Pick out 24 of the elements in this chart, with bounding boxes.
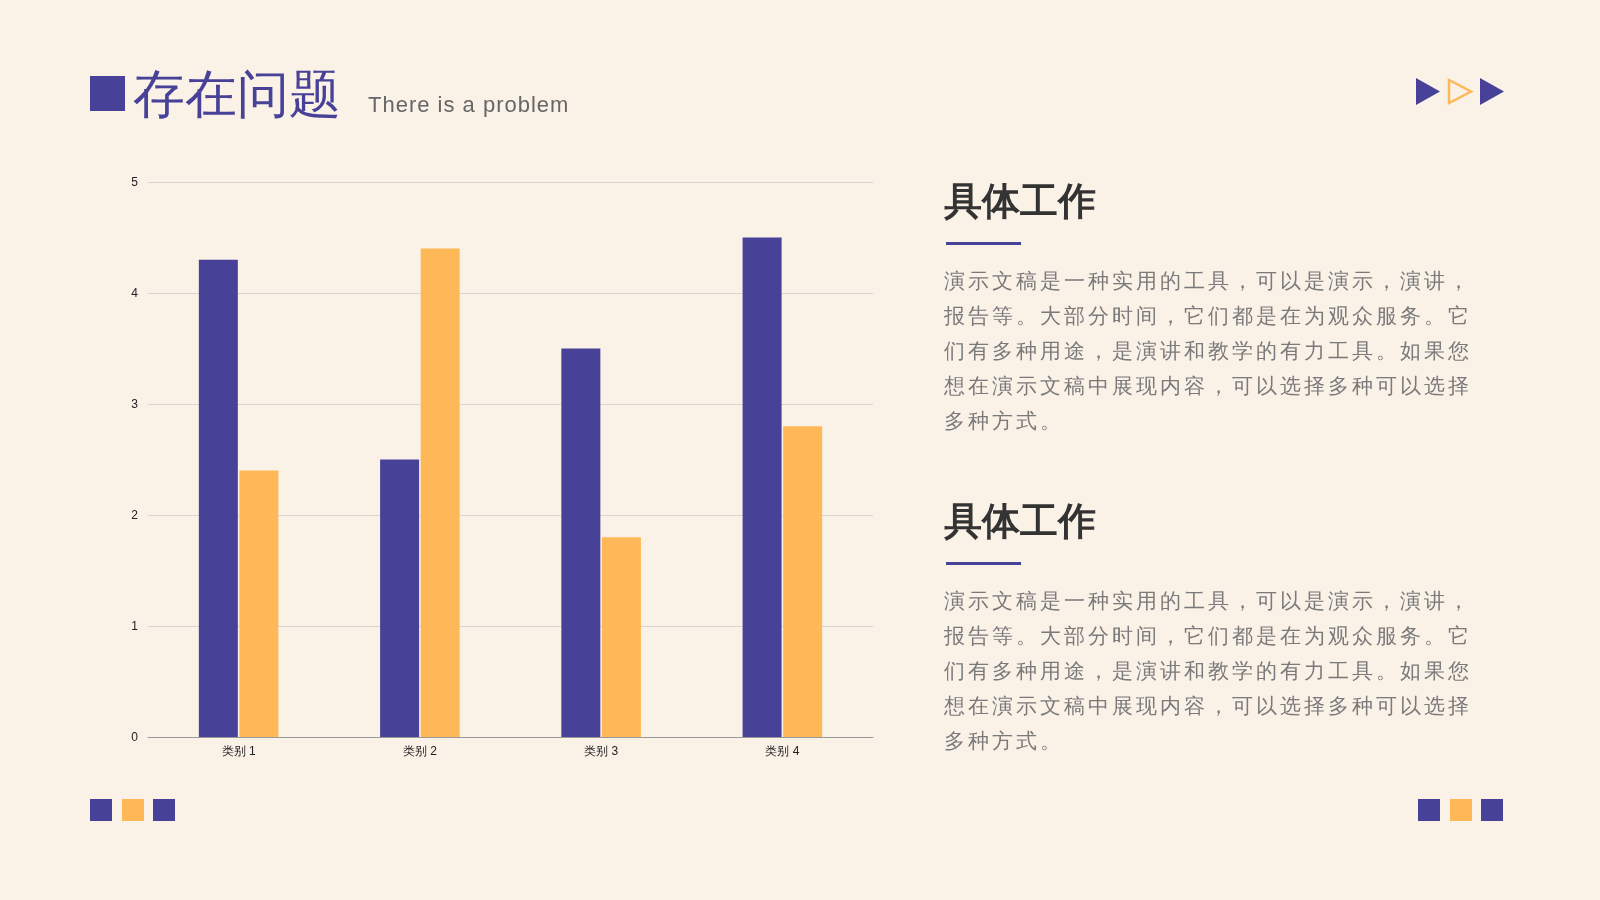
bar <box>380 459 420 737</box>
bar <box>783 426 823 737</box>
chart-subtitle: There is a problem <box>368 92 570 118</box>
bar <box>561 348 601 737</box>
chart-title: 存在问题 <box>133 63 341 126</box>
bar <box>239 470 279 737</box>
text: 演示文稿是一种实用的工具，可以是演示，演讲，报告等。大部分时间，它们都是在为观众服务。它们有多种用途，是演讲和教学的有力工具。如果您想在演示文稿中展现内容，可以选择多种可以选择多种方式。 <box>944 588 1473 755</box>
y-tick-label: 4 <box>131 286 139 300</box>
x-tick-label: 类别 4 <box>765 744 800 758</box>
bar <box>420 248 460 737</box>
y-tick-label: 3 <box>131 397 139 411</box>
y-tick-label: 1 <box>131 619 139 633</box>
x-tick-label: 类别 3 <box>584 744 619 758</box>
x-tick-label: 类别 2 <box>402 744 438 758</box>
text: 具体工作 <box>944 498 1096 544</box>
y-tick-label: 2 <box>131 508 139 522</box>
y-tick-label: 5 <box>131 175 139 189</box>
bar <box>742 237 782 737</box>
bar <box>601 537 641 737</box>
text: 具体工作 <box>944 178 1096 224</box>
y-tick-label: 0 <box>131 730 139 744</box>
text: 演示文稿是一种实用的工具，可以是演示，演讲，报告等。大部分时间，它们都是在为观众服务。它们有多种用途，是演讲和教学的有力工具。如果您想在演示文稿中展现内容，可以选择多种可以选择多种方式。 <box>944 268 1473 435</box>
bar <box>198 259 238 737</box>
x-tick-label: 类别 1 <box>221 744 256 758</box>
